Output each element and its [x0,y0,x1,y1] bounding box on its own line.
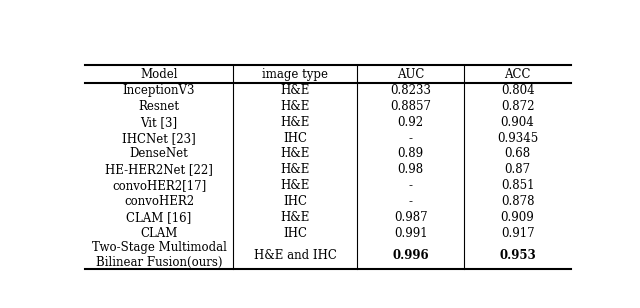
Text: 0.8857: 0.8857 [390,100,431,113]
Text: convoHER2[17]: convoHER2[17] [112,179,206,192]
Text: IHC: IHC [283,195,307,208]
Text: 0.917: 0.917 [500,226,534,240]
Text: 0.878: 0.878 [501,195,534,208]
Text: 0.991: 0.991 [394,226,428,240]
Text: 0.909: 0.909 [500,211,534,224]
Text: -: - [408,132,413,145]
Text: IHCNet [23]: IHCNet [23] [122,132,196,145]
Text: 0.68: 0.68 [504,148,531,160]
Text: 0.92: 0.92 [397,116,424,129]
Text: 0.8233: 0.8233 [390,84,431,97]
Text: convoHER2: convoHER2 [124,195,194,208]
Text: H&E: H&E [280,211,310,224]
Text: 0.872: 0.872 [501,100,534,113]
Text: H&E: H&E [280,116,310,129]
Text: AUC: AUC [397,68,424,81]
Text: 0.996: 0.996 [392,249,429,262]
Text: H&E: H&E [280,148,310,160]
Text: 0.804: 0.804 [500,84,534,97]
Text: CLAM [16]: CLAM [16] [127,211,192,224]
Text: Two-Stage Multimodal
Bilinear Fusion(ours): Two-Stage Multimodal Bilinear Fusion(our… [92,241,227,269]
Text: 0.98: 0.98 [397,163,424,176]
Text: image type: image type [262,68,328,81]
Text: 0.89: 0.89 [397,148,424,160]
Text: 0.87: 0.87 [504,163,531,176]
Text: CLAM: CLAM [140,226,178,240]
Text: H&E: H&E [280,179,310,192]
Text: InceptionV3: InceptionV3 [123,84,195,97]
Text: H&E: H&E [280,84,310,97]
Text: 0.904: 0.904 [500,116,534,129]
Text: 0.9345: 0.9345 [497,132,538,145]
Text: -: - [408,195,413,208]
Text: Model: Model [140,68,178,81]
Text: IHC: IHC [283,132,307,145]
Text: H&E: H&E [280,100,310,113]
Text: IHC: IHC [283,226,307,240]
Text: ACC: ACC [504,68,531,81]
Text: Resnet: Resnet [139,100,180,113]
Text: H&E: H&E [280,163,310,176]
Text: 0.851: 0.851 [501,179,534,192]
Text: 0.953: 0.953 [499,249,536,262]
Text: DenseNet: DenseNet [130,148,188,160]
Text: H&E and IHC: H&E and IHC [253,249,337,262]
Text: HE-HER2Net [22]: HE-HER2Net [22] [105,163,213,176]
Text: 0.987: 0.987 [394,211,428,224]
Text: Vit [3]: Vit [3] [141,116,178,129]
Text: -: - [408,179,413,192]
